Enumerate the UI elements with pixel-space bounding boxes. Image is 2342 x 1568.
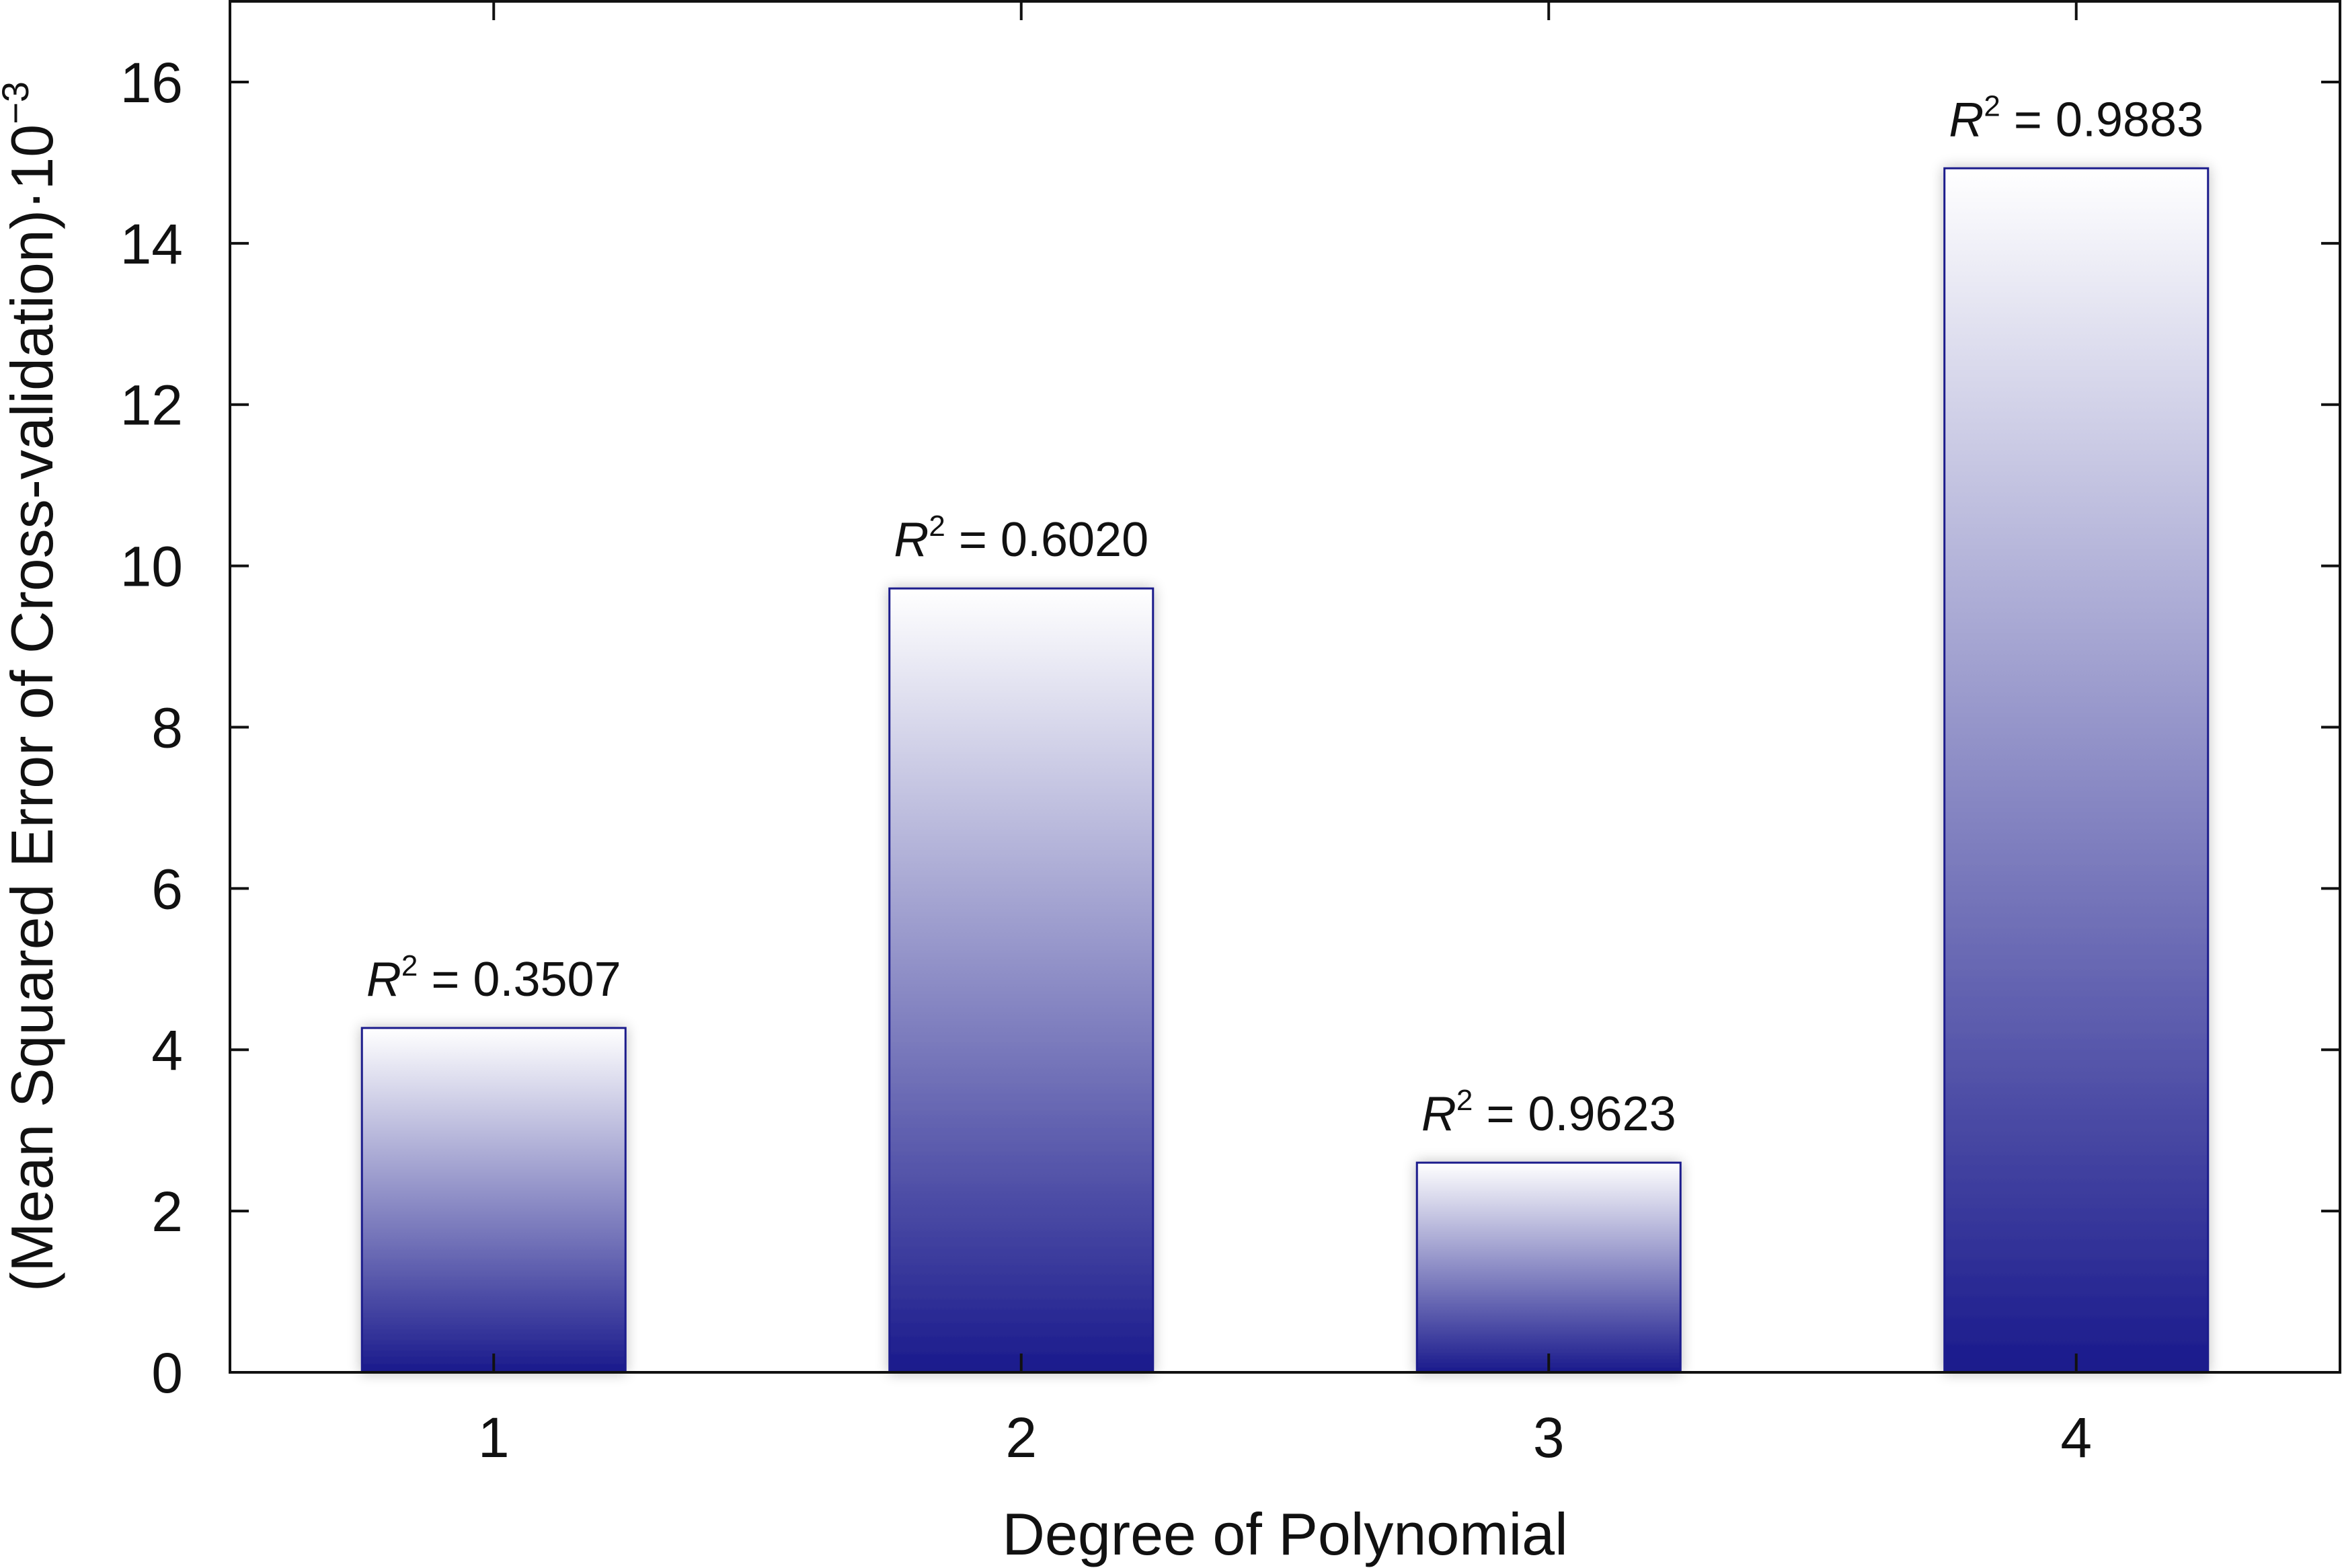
y-tick-label-10: 10 bbox=[120, 535, 183, 598]
y-tick-label-8: 8 bbox=[151, 696, 183, 759]
bar-2 bbox=[888, 587, 1155, 1374]
y-tick-label-4: 4 bbox=[151, 1019, 183, 1082]
bar-label-2: R2 = 0.6020 bbox=[894, 510, 1148, 567]
x-tick-label-2: 2 bbox=[1005, 1406, 1037, 1469]
y-axis-title: (Mean Squared Error of Cross-validation)… bbox=[0, 81, 65, 1292]
y-tick-label-2: 2 bbox=[151, 1180, 183, 1243]
y-tick-label-14: 14 bbox=[120, 212, 183, 276]
bar-label-group: R2 = 0.3507 R2 = 0.6020 R2 = 0.9623 R2 = 0.… bbox=[366, 89, 2203, 1141]
bar-group bbox=[360, 167, 2210, 1374]
bar-label-4: R2 = 0.9883 bbox=[1949, 89, 2203, 147]
x-axis-title: Degree of Polynomial bbox=[1002, 1501, 1567, 1567]
bar-4 bbox=[1943, 167, 2210, 1374]
x-tick-label-1: 1 bbox=[478, 1406, 510, 1469]
plot-frame bbox=[229, 0, 2341, 1374]
tick-group bbox=[230, 1, 2340, 1374]
y-tick-label-16: 16 bbox=[120, 51, 183, 114]
y-tick-label-6: 6 bbox=[151, 857, 183, 920]
y-tick-label-12: 12 bbox=[120, 374, 183, 437]
x-tick-label-3: 3 bbox=[1533, 1406, 1565, 1469]
bar-label-3: R2 = 0.9623 bbox=[1421, 1084, 1676, 1141]
bar-label-1: R2 = 0.3507 bbox=[366, 949, 621, 1007]
y-axis-title-exponent: −3 bbox=[0, 81, 36, 124]
bar-3 bbox=[1415, 1161, 1682, 1374]
x-tick-label-4: 4 bbox=[2060, 1406, 2092, 1469]
y-tick-label-0: 0 bbox=[151, 1341, 183, 1405]
y-axis-title-main: (Mean Squared Error of Cross-validation)… bbox=[0, 124, 65, 1292]
bar-1 bbox=[360, 1027, 627, 1374]
